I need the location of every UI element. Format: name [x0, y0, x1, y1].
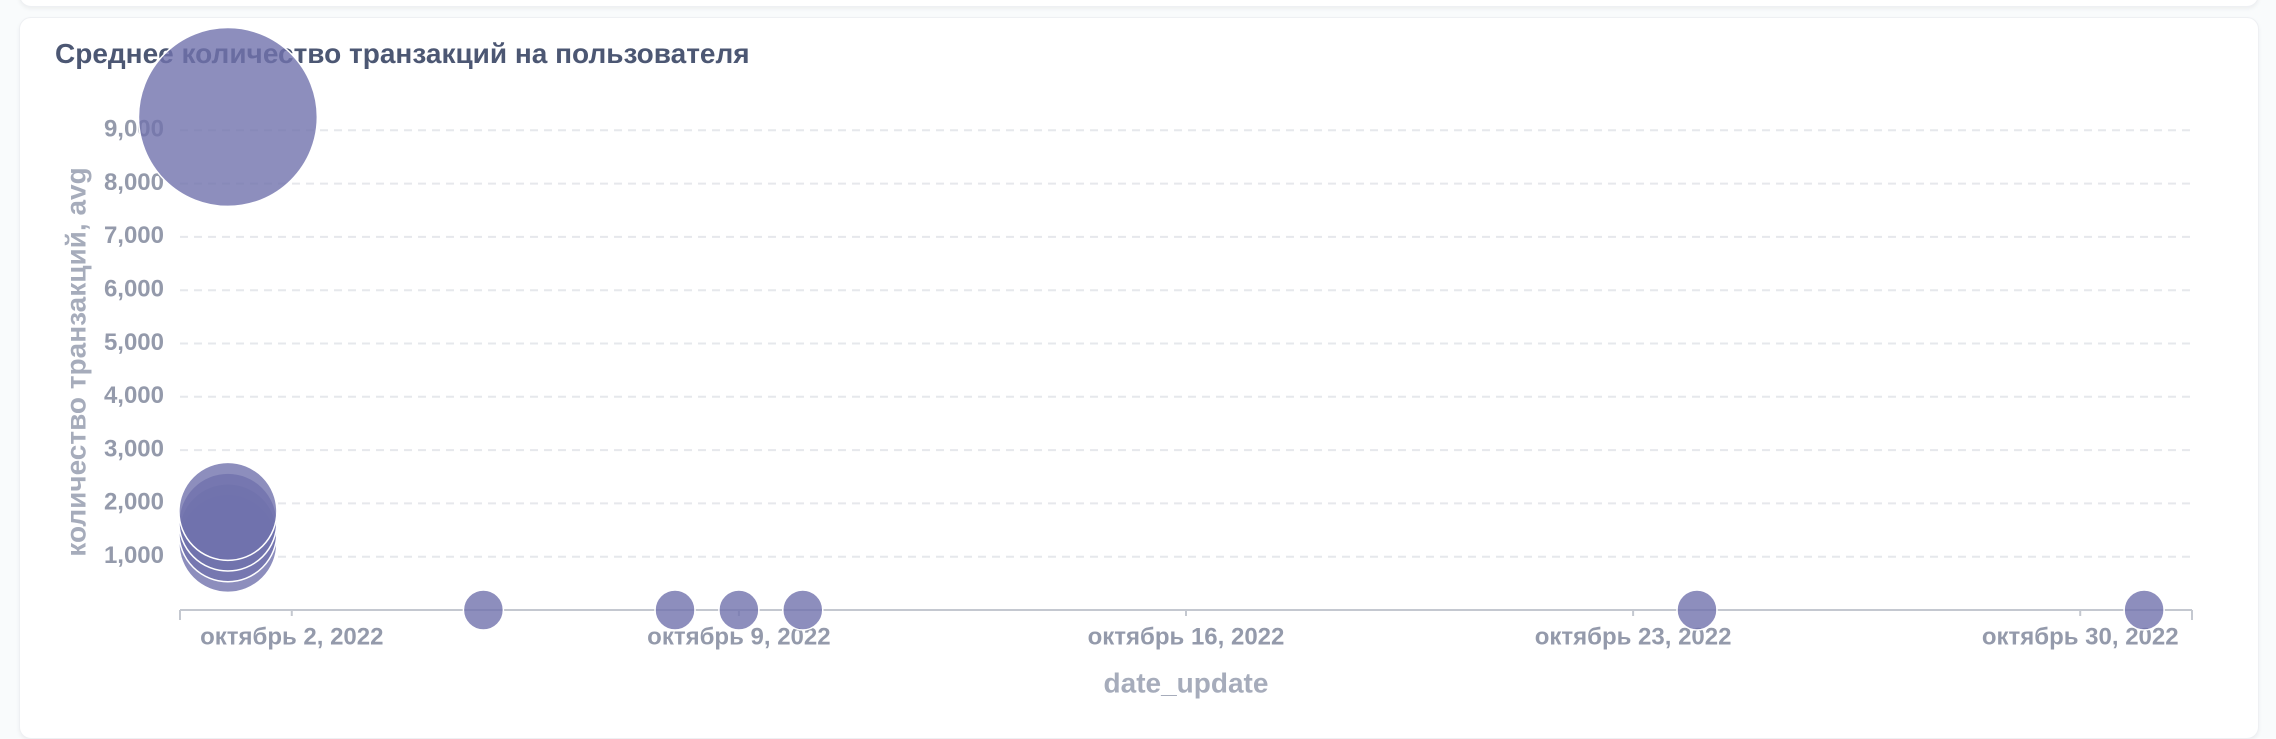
page: Среднее количество транзакций на пользов… [19, 0, 2259, 739]
y-tick-label: 8,000 [104, 169, 164, 196]
chart: Среднее количество транзакций на пользов… [55, 26, 2193, 698]
y-tick-label: 3,000 [104, 435, 164, 462]
bubble [137, 26, 319, 208]
bubble [654, 589, 696, 631]
x-axis-title: date_update [1104, 667, 1269, 698]
y-tick-label: 1,000 [104, 542, 164, 569]
x-tick-label: октябрь 2, 2022 [200, 623, 383, 650]
bubble [178, 461, 278, 562]
y-tick-label: 4,000 [104, 382, 164, 409]
y-axis-title: количество транзакций, avg [60, 167, 91, 556]
y-tick-label: 2,000 [104, 489, 164, 516]
bubble [1676, 589, 1718, 631]
bubble [782, 589, 824, 631]
y-tick-label: 5,000 [104, 329, 164, 356]
bubble [718, 589, 760, 631]
bubble [2123, 589, 2165, 631]
y-tick-label: 7,000 [104, 222, 164, 249]
bubble [462, 589, 505, 631]
x-tick-label: октябрь 16, 2022 [1088, 623, 1285, 650]
y-tick-label: 6,000 [104, 276, 164, 303]
